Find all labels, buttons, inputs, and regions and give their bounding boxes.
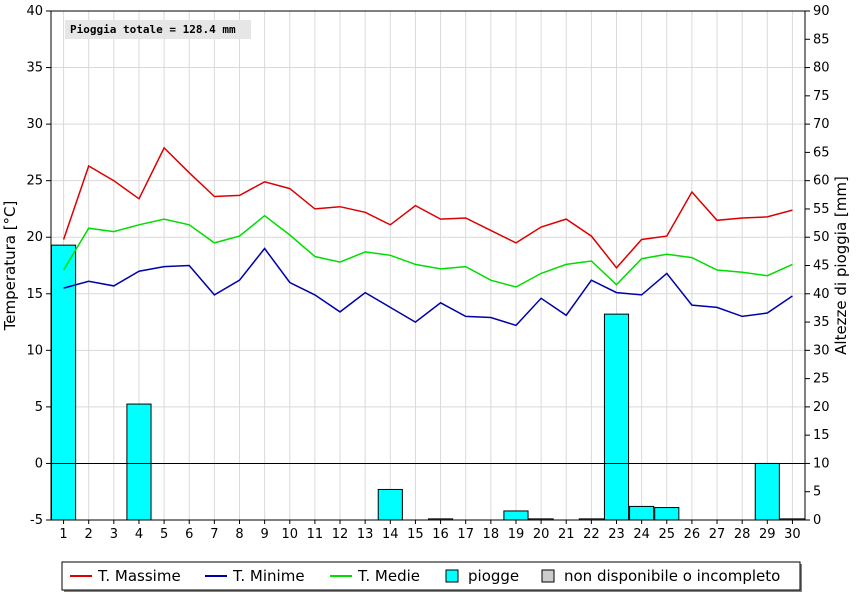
x-tick-label: 18 (483, 527, 500, 542)
x-tick-label: 9 (260, 527, 268, 542)
right-tick-label: 75 (813, 89, 830, 104)
legend-label: T. Medie (357, 567, 420, 585)
x-tick-label: 19 (508, 527, 525, 542)
legend-label: non disponibile o incompleto (564, 567, 780, 585)
right-tick-label: 20 (813, 400, 830, 415)
left-tick-label: 35 (26, 61, 43, 76)
right-tick-label: 65 (813, 145, 830, 160)
x-tick-label: 3 (110, 527, 118, 542)
x-tick-label: 29 (759, 527, 776, 542)
x-tick-label: 28 (734, 527, 751, 542)
series-line-t-medie (62, 214, 793, 288)
x-tick-label: 20 (533, 527, 550, 542)
right-tick-label: 40 (813, 287, 830, 302)
right-tick-label: 50 (813, 230, 830, 245)
x-tick-label: 4 (135, 527, 143, 542)
right-tick-label: 25 (813, 372, 830, 387)
rain-bar-day-23 (603, 313, 630, 521)
right-tick-label: 10 (813, 456, 830, 471)
legend: T. Massime T. Minime T. Medie piogge non dis… (61, 561, 802, 592)
right-tick-label: 60 (813, 174, 830, 189)
right-tick-label: 55 (813, 202, 830, 217)
right-tick-label: 30 (813, 343, 830, 358)
right-axis-ticks: 0 5 10 15 20 25 30 35 40 45 50 55 60 65 70 75 80 85 90 (805, 4, 830, 528)
x-tick-label: 12 (332, 527, 349, 542)
left-axis-ticks: -5 0 5 10 15 20 25 30 35 40 (26, 4, 51, 528)
temperature-lines (62, 146, 793, 327)
x-tick-label: 7 (210, 527, 218, 542)
left-tick-label: -5 (30, 513, 43, 528)
rain-bar-day-24 (629, 505, 655, 521)
x-tick-label: 6 (185, 527, 193, 542)
left-tick-label: 15 (26, 287, 43, 302)
x-tick-label: 17 (457, 527, 474, 542)
left-tick-label: 10 (26, 343, 43, 358)
x-tick-label: 26 (684, 527, 701, 542)
x-tick-label: 23 (608, 527, 625, 542)
right-tick-label: 90 (813, 4, 830, 19)
x-tick-label: 16 (432, 527, 449, 542)
series-line-t-minime (63, 247, 793, 327)
rain-bars (51, 244, 805, 521)
left-tick-label: 25 (26, 174, 43, 189)
x-tick-label: 25 (658, 527, 675, 542)
x-tick-label: 21 (558, 527, 575, 542)
left-tick-label: 0 (35, 456, 43, 471)
left-tick-label: 5 (35, 400, 43, 415)
rain-bar-day-4 (126, 403, 152, 521)
rain-bar-day-29 (754, 462, 780, 521)
annotation-text: Pioggia totale = 128.4 mm (70, 23, 236, 36)
rain-bar-day-14 (377, 488, 403, 521)
x-tick-label: 22 (583, 527, 600, 542)
total-rain-annotation: Pioggia totale = 128.4 mm (65, 20, 251, 39)
left-axis-label: Temperatura [°C] (1, 201, 19, 332)
annotation-box (65, 20, 251, 39)
right-axis-label: Altezze di pioggia [mm] (832, 176, 850, 355)
right-tick-label: 70 (813, 117, 830, 132)
right-tick-label: 5 (813, 485, 821, 500)
left-tick-label: 40 (26, 4, 43, 19)
x-tick-label: 5 (160, 527, 168, 542)
legend-label: piogge (468, 567, 519, 585)
left-tick-label: 30 (26, 117, 43, 132)
legend-swatch-box (445, 569, 459, 583)
x-tick-label: 13 (357, 527, 374, 542)
x-tick-label: 30 (784, 527, 801, 542)
right-tick-label: 15 (813, 428, 830, 443)
right-tick-label: 0 (813, 513, 821, 528)
x-tick-label: 8 (235, 527, 243, 542)
left-tick-label: 20 (26, 230, 43, 245)
right-tick-label: 80 (813, 61, 830, 76)
x-tick-label: 2 (85, 527, 93, 542)
legend-swatch-box (541, 569, 555, 583)
legend-label: T. Massime (97, 567, 181, 585)
x-tick-label: 15 (407, 527, 424, 542)
rain-bar-day-19 (503, 510, 529, 521)
x-axis-ticks: 1 2 3 4 5 6 7 8 9 10 11 12 13 14 15 16 17 18 19 20 21 22 23 24 2… (59, 520, 801, 542)
x-tick-label: 27 (709, 527, 726, 542)
x-tick-label: 1 (59, 527, 67, 542)
right-tick-label: 85 (813, 32, 830, 47)
grid-lines (51, 11, 805, 520)
series-line-t-massime (62, 146, 793, 269)
x-tick-label: 14 (382, 527, 399, 542)
rain-bar-day-25 (654, 507, 680, 521)
right-tick-label: 35 (813, 315, 830, 330)
legend-label: T. Minime (232, 567, 305, 585)
x-tick-label: 11 (307, 527, 324, 542)
legend-box (61, 561, 801, 591)
x-tick-label: 10 (281, 527, 298, 542)
right-tick-label: 45 (813, 259, 830, 274)
x-tick-label: 24 (633, 527, 650, 542)
